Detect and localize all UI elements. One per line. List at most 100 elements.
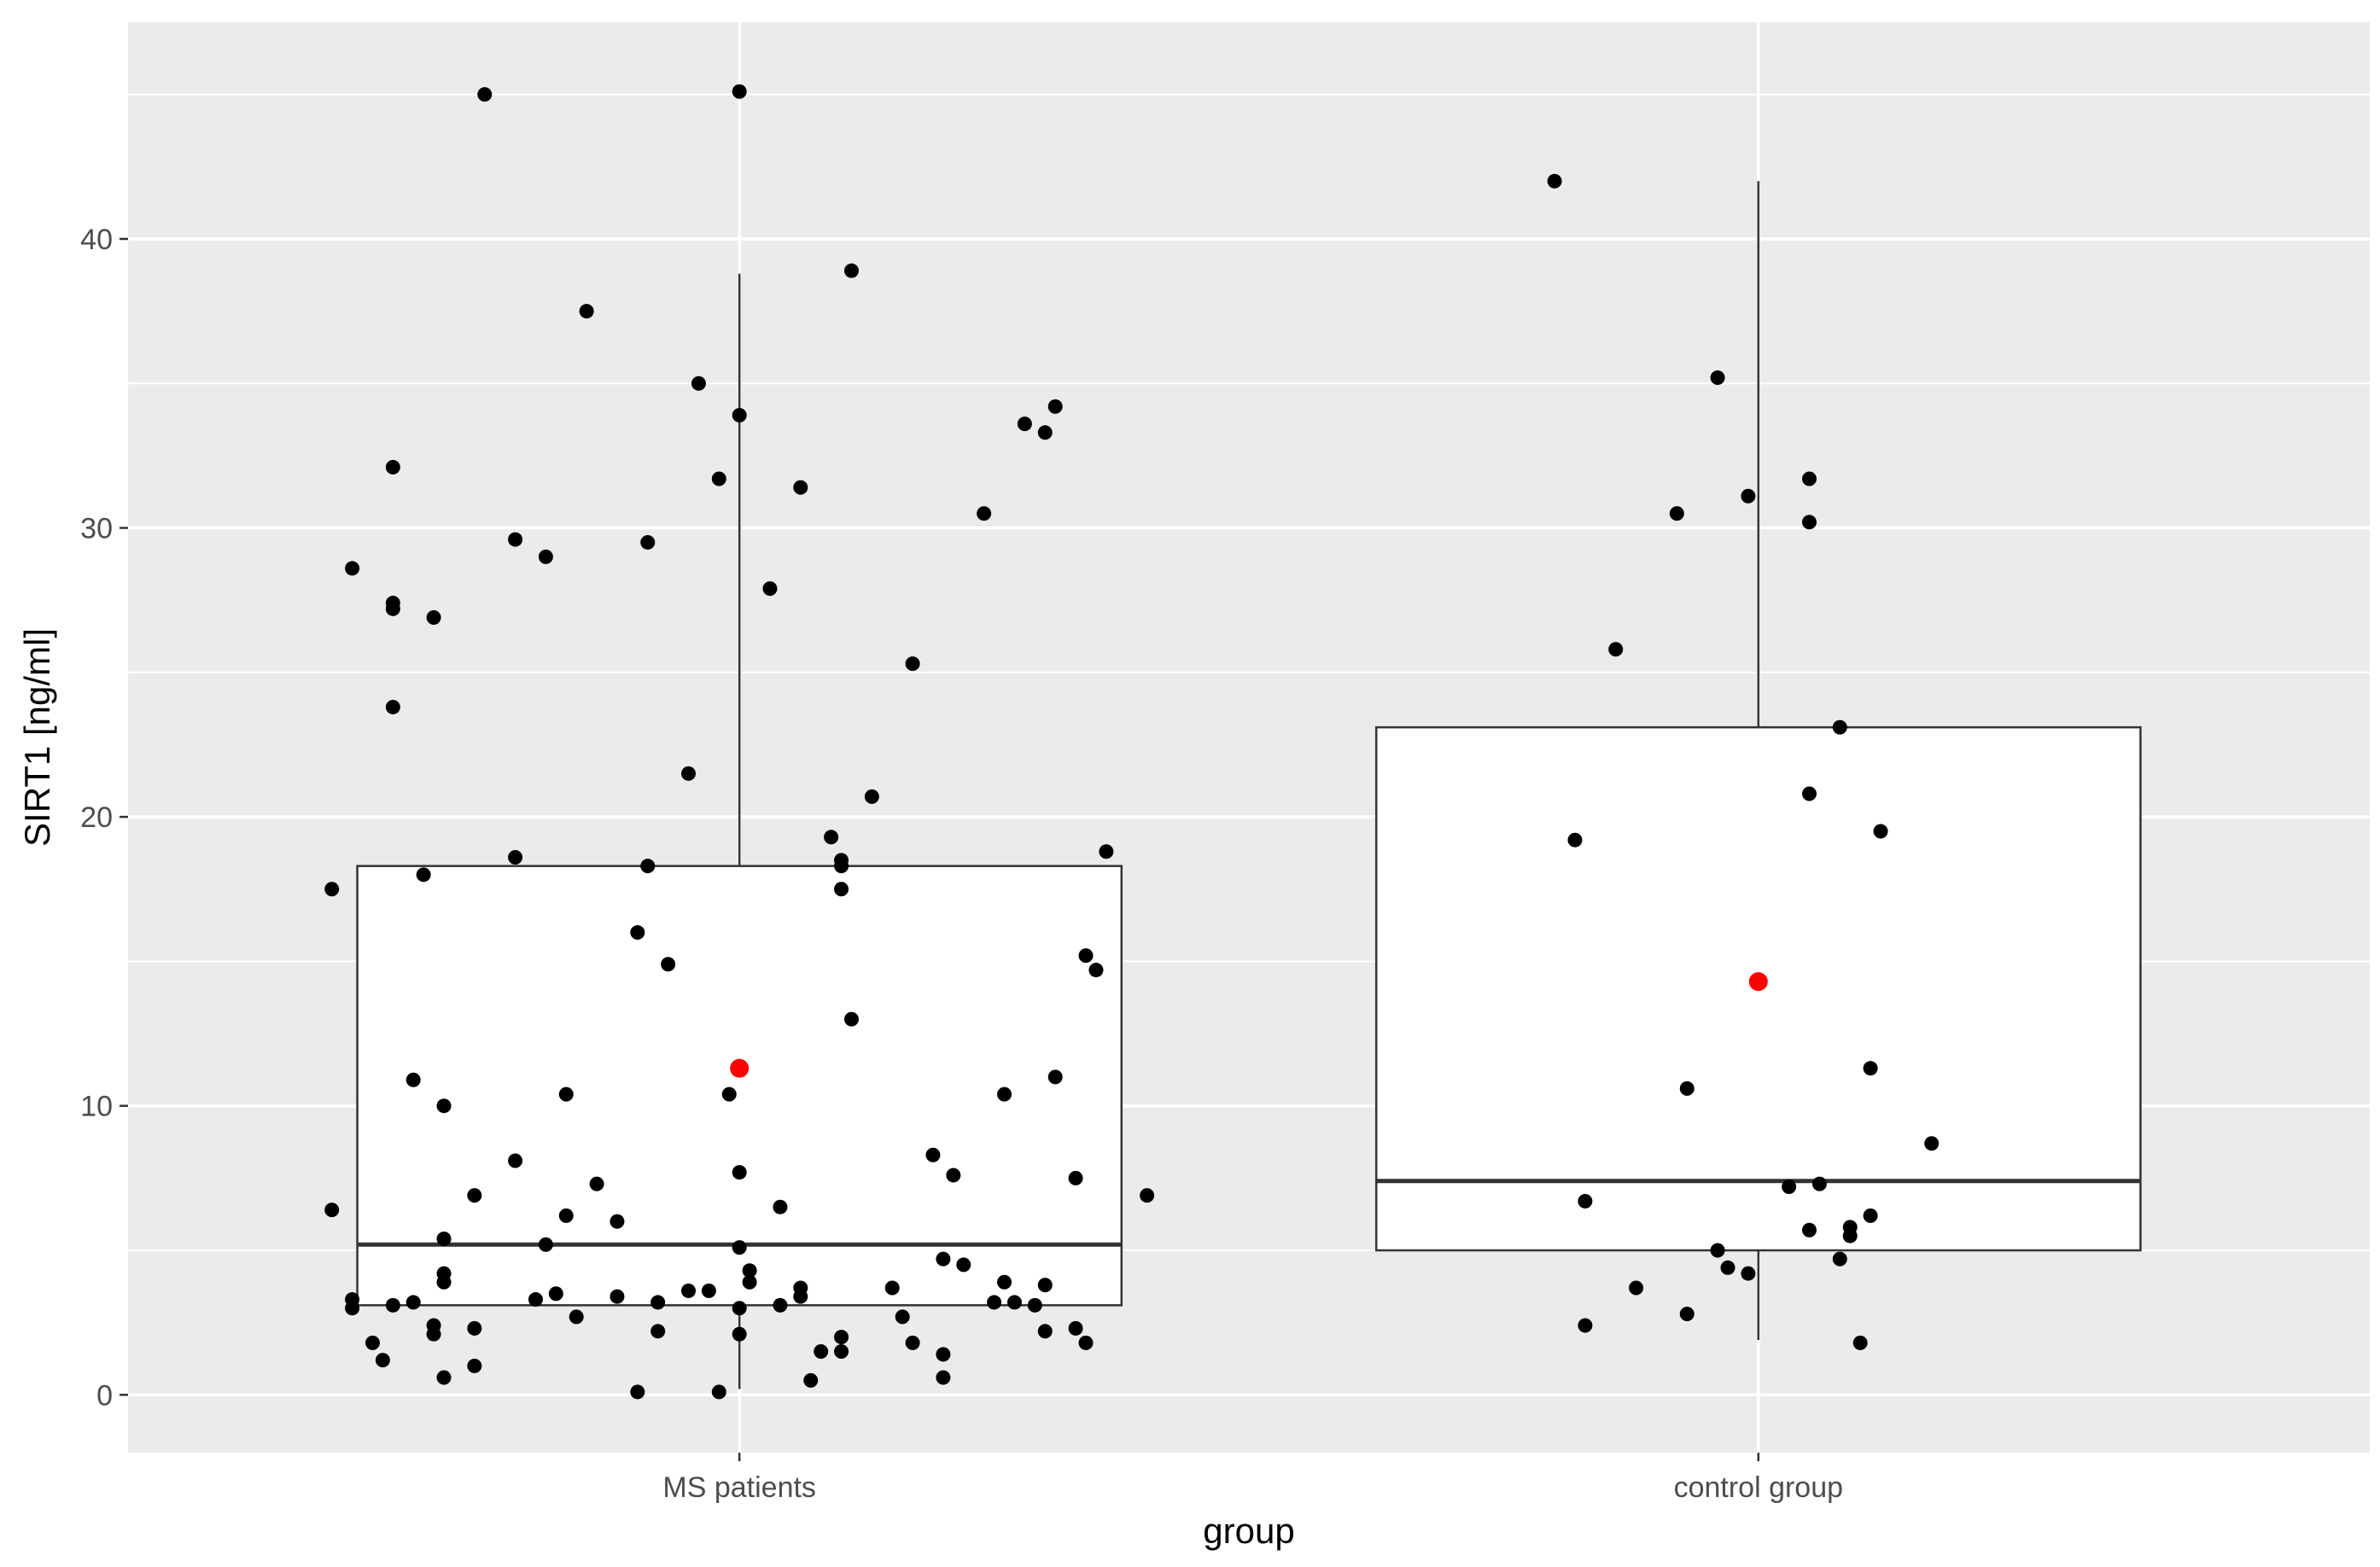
data-point	[1088, 963, 1104, 978]
data-point	[895, 1309, 910, 1325]
data-point	[1679, 1306, 1695, 1321]
data-point	[508, 850, 523, 865]
data-point	[528, 1292, 543, 1308]
data-point	[711, 471, 726, 486]
data-point	[936, 1370, 951, 1385]
data-point	[681, 1283, 696, 1298]
data-point	[864, 789, 879, 804]
data-point	[558, 1208, 574, 1223]
data-point	[977, 506, 992, 521]
data-point	[436, 1370, 452, 1385]
data-point	[1017, 417, 1032, 432]
data-point	[691, 376, 706, 391]
box-iqr	[356, 865, 1123, 1307]
data-point	[701, 1283, 716, 1298]
x-tick-label: MS patients	[662, 1471, 816, 1504]
data-point	[762, 581, 778, 597]
data-point	[345, 561, 360, 576]
data-point	[1140, 1188, 1155, 1203]
data-point	[1863, 1208, 1878, 1223]
data-point	[558, 1086, 574, 1102]
data-point	[1842, 1228, 1858, 1244]
data-point	[385, 699, 400, 714]
data-point	[1802, 471, 1817, 486]
data-point	[375, 1353, 390, 1368]
data-point	[538, 549, 553, 564]
data-point	[1037, 1278, 1053, 1293]
data-point	[650, 1295, 666, 1310]
data-point	[630, 925, 645, 941]
data-point	[1741, 1266, 1756, 1281]
data-point	[1068, 1320, 1083, 1336]
data-point	[436, 1231, 452, 1246]
data-point	[1608, 642, 1624, 657]
data-point	[1832, 719, 1847, 735]
data-point	[1078, 1335, 1094, 1350]
data-point	[477, 87, 493, 102]
data-point	[803, 1372, 819, 1388]
data-point	[1006, 1295, 1022, 1310]
y-tick-label: 20	[80, 801, 113, 834]
points-layer	[324, 84, 1940, 1400]
data-point	[1802, 786, 1817, 801]
data-point	[814, 1343, 829, 1359]
data-point	[569, 1309, 584, 1325]
data-point	[1578, 1318, 1593, 1333]
data-point	[936, 1251, 951, 1267]
box-1	[1374, 181, 2142, 1340]
data-point	[1027, 1297, 1042, 1313]
x-tick-label: control group	[1674, 1471, 1843, 1504]
data-point	[884, 1280, 900, 1296]
data-point	[385, 601, 400, 616]
data-point	[732, 84, 747, 99]
mean-point	[1748, 972, 1768, 992]
data-point	[1741, 488, 1756, 504]
data-point	[1802, 1222, 1817, 1238]
data-point	[1547, 173, 1562, 189]
data-point	[997, 1086, 1012, 1102]
data-point	[773, 1199, 788, 1215]
data-point	[640, 859, 656, 874]
data-point	[711, 1384, 726, 1400]
data-point	[1679, 1081, 1695, 1096]
data-point	[405, 1072, 421, 1087]
data-point	[843, 1011, 859, 1027]
data-point	[946, 1168, 961, 1183]
data-point	[467, 1358, 482, 1373]
data-point	[1037, 425, 1053, 440]
data-point	[793, 1289, 808, 1304]
data-point	[1710, 370, 1725, 385]
data-point	[426, 1326, 441, 1342]
data-point	[1047, 399, 1063, 414]
data-point	[345, 1301, 360, 1316]
data-point	[834, 859, 849, 874]
data-point	[987, 1295, 1002, 1310]
data-point	[1832, 1251, 1847, 1267]
data-point	[467, 1320, 482, 1336]
data-point	[385, 459, 400, 475]
data-point	[1710, 1243, 1725, 1258]
data-point	[548, 1286, 563, 1302]
data-point	[324, 882, 340, 897]
data-point	[721, 1086, 737, 1102]
data-point	[650, 1324, 666, 1339]
data-point	[365, 1335, 380, 1350]
data-point	[1782, 1180, 1797, 1195]
data-point	[1811, 1176, 1827, 1191]
data-point	[610, 1289, 625, 1304]
data-point	[1047, 1069, 1063, 1085]
data-point	[742, 1274, 757, 1290]
data-point	[834, 882, 849, 897]
data-point	[843, 263, 859, 278]
data-point	[1629, 1280, 1644, 1296]
data-point	[824, 830, 839, 845]
x-axis-title: group	[1203, 1511, 1294, 1551]
data-point	[905, 1335, 920, 1350]
data-point	[732, 1240, 747, 1255]
data-point	[1720, 1260, 1735, 1275]
box-layer	[356, 181, 2142, 1389]
data-point	[640, 534, 656, 550]
y-axis-title: SIRT1 [ng/ml]	[17, 628, 57, 847]
data-point	[1037, 1324, 1053, 1339]
